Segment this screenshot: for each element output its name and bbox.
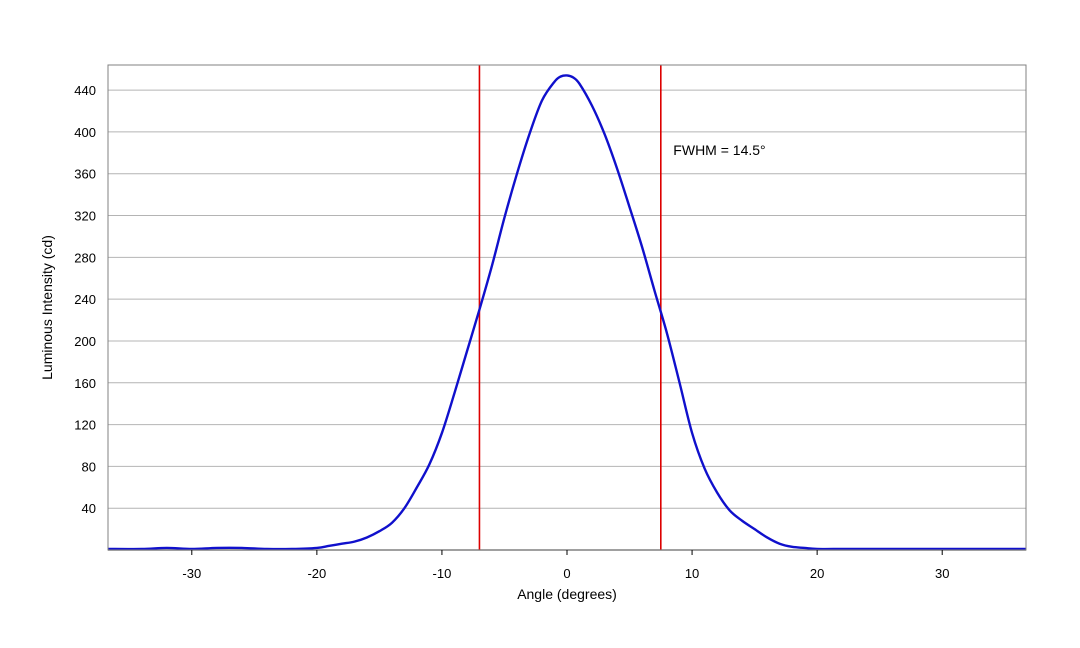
x-tick-label: -20 <box>307 566 326 581</box>
plot-frame <box>107 64 1027 551</box>
y-tick-label: 360 <box>74 167 96 182</box>
gridlines <box>108 89 1026 551</box>
y-tick-label: 120 <box>74 418 96 433</box>
curve-layer <box>107 74 1026 551</box>
x-axis-label: Angle (degrees) <box>517 586 617 602</box>
y-tick-label: 40 <box>82 501 96 516</box>
fwhm-markers <box>478 65 662 550</box>
fwhm-annotation: FWHM = 14.5° <box>673 142 765 158</box>
y-tick-label: 280 <box>74 250 96 265</box>
y-tick-label: 160 <box>74 376 96 391</box>
x-tick-label: 0 <box>563 566 570 581</box>
x-tick-label: 20 <box>810 566 824 581</box>
y-tick-label: 320 <box>74 209 96 224</box>
y-tick-label: 240 <box>74 292 96 307</box>
intensity-curve <box>107 74 1026 551</box>
x-tick-label: -10 <box>433 566 452 581</box>
y-tick-label: 440 <box>74 83 96 98</box>
x-tick-label: 30 <box>935 566 949 581</box>
y-tick-labels: 40 80 120 160 200 240 280 320 360 400 440 <box>74 83 96 516</box>
x-tick-labels: -30 -20 -10 0 10 20 30 <box>182 550 949 581</box>
y-tick-label: 80 <box>82 459 96 474</box>
y-axis-label: Luminous Intensity (cd) <box>39 235 55 380</box>
x-tick-label: 10 <box>685 566 699 581</box>
x-tick-label: -30 <box>182 566 201 581</box>
y-tick-label: 200 <box>74 334 96 349</box>
y-tick-label: 400 <box>74 125 96 140</box>
